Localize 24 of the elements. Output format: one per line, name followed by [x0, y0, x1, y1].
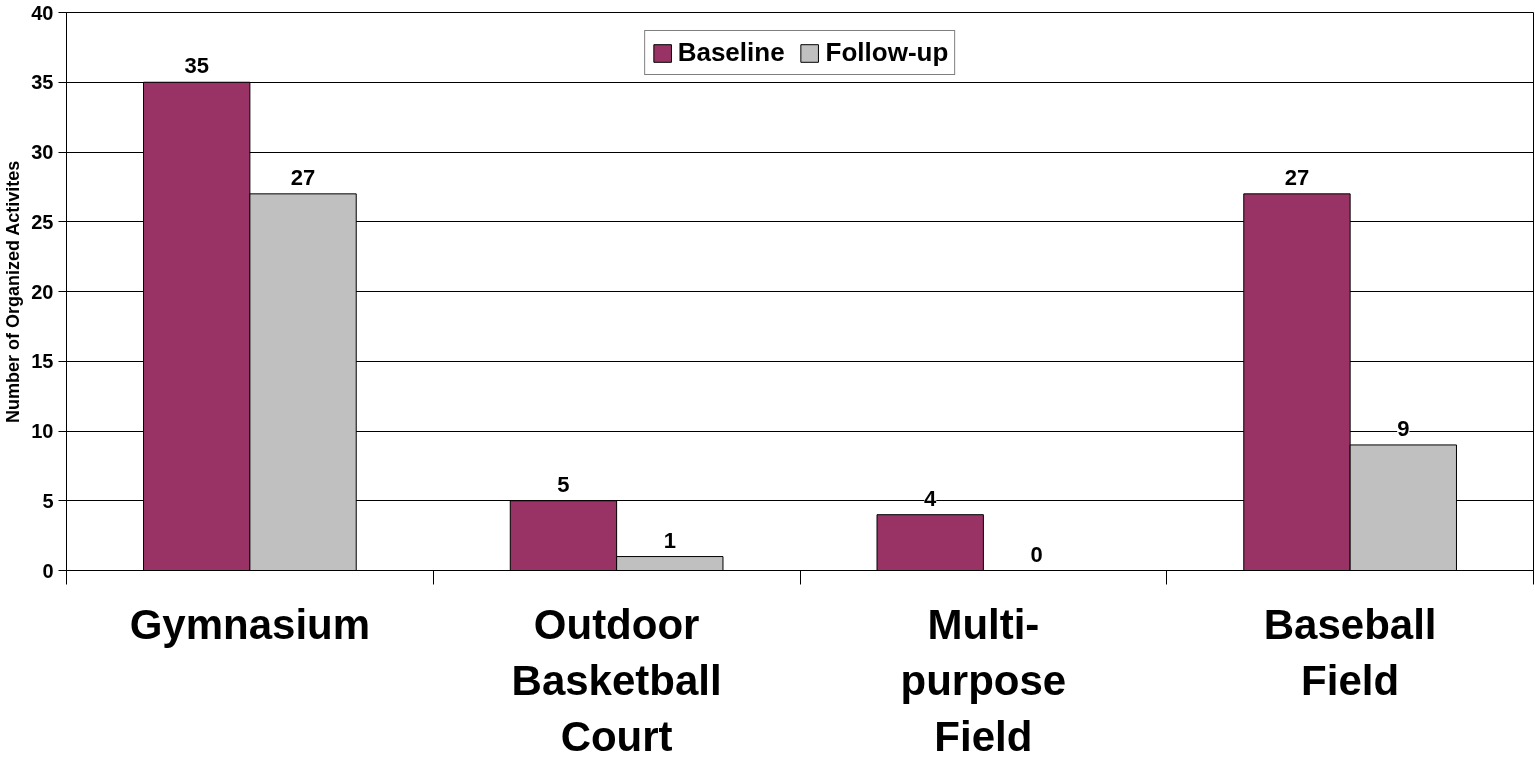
data-label: 35: [184, 53, 209, 79]
y-axis-title: Number of Organized Activites: [3, 160, 24, 424]
y-tick-label: 15: [31, 350, 54, 373]
y-tick-label: 30: [31, 141, 54, 163]
legend-label: Baseline: [677, 37, 785, 68]
y-tick-label: 20: [31, 280, 54, 303]
data-label: 4: [924, 485, 938, 511]
y-tick-label: 5: [42, 489, 54, 512]
y-tick-label: 35: [31, 71, 54, 94]
y-tick-label: 40: [31, 1, 54, 24]
legend-label: Follow-up: [825, 37, 949, 68]
x-tick-label: Outdoor Basketball Court: [511, 600, 722, 761]
x-tick-label: Multi- purpose Field: [900, 600, 1067, 761]
x-tick-label: Baseball Field: [1263, 600, 1437, 704]
data-label: 0: [1030, 541, 1043, 567]
data-label: 5: [557, 471, 570, 497]
data-label: 9: [1397, 415, 1410, 441]
data-label: 1: [663, 527, 676, 553]
data-label: 27: [290, 164, 316, 190]
y-tick-label: 10: [31, 420, 54, 442]
y-tick-label: 25: [31, 210, 54, 233]
y-tick-label: 0: [42, 559, 54, 582]
x-tick-label: Gymnasium: [129, 600, 371, 648]
data-label: 27: [1284, 164, 1310, 190]
